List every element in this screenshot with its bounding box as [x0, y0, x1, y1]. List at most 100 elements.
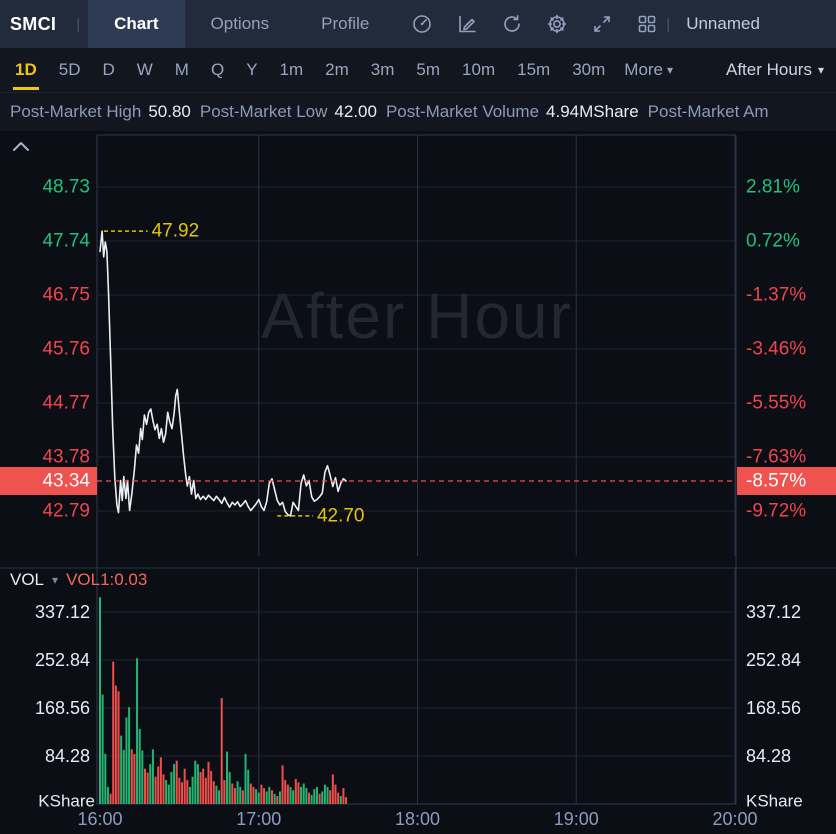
volume-bar [294, 778, 297, 804]
divider: | [666, 15, 671, 33]
refresh-icon[interactable] [501, 13, 523, 35]
volume-bar [128, 707, 131, 804]
timeframe-more[interactable]: More ▾ [616, 48, 681, 92]
settings-icon[interactable] [546, 13, 568, 35]
volume-axis-tick: 337.12 [35, 602, 90, 622]
volume-bar [342, 788, 345, 804]
current-percent-badge-label: -8.57% [746, 471, 806, 492]
collapse-pane-button[interactable] [10, 138, 32, 156]
volume-bar [207, 761, 210, 804]
volume-bar [321, 791, 324, 804]
volume-bar [228, 772, 231, 804]
volume-bar [186, 780, 189, 804]
timeframe-item-y[interactable]: Y [246, 60, 258, 79]
volume-bar [175, 760, 178, 804]
timeframe-item-30m[interactable]: 30m [572, 60, 606, 79]
volume-axis-tick: 252.84 [746, 650, 801, 670]
volume-bar [181, 782, 184, 804]
chevron-down-icon[interactable]: ▾ [52, 573, 59, 587]
timeframe-item-15m[interactable]: 15m [517, 60, 551, 79]
volume-bar [218, 790, 221, 804]
volume-bar [136, 658, 139, 804]
price-axis-tick: 47.74 [42, 231, 90, 252]
volume-bar [106, 786, 109, 804]
volume-bar [334, 784, 337, 804]
current-percent-badge [737, 467, 836, 495]
volume-bar [146, 772, 149, 804]
volume-axis-tick: 337.12 [746, 602, 801, 622]
time-axis-tick: 19:00 [554, 809, 599, 829]
volume-bar [109, 793, 112, 804]
vol-label[interactable]: VOL [10, 570, 45, 589]
more-label: More [624, 60, 664, 79]
volume-bar [112, 661, 115, 804]
volume-bar [162, 774, 165, 804]
volume-bar [252, 786, 255, 804]
volume-bar [188, 786, 191, 804]
volume-bar [191, 776, 194, 804]
volume-bar [215, 785, 218, 804]
chevron-down-icon: ▾ [817, 63, 824, 77]
time-axis-tick: 18:00 [395, 809, 440, 829]
volume-bar [239, 786, 242, 804]
time-axis-tick: 17:00 [236, 809, 281, 829]
volume-bar [249, 783, 252, 804]
volume-bar [141, 750, 144, 804]
volume-bar [226, 751, 228, 804]
price-axis-tick: 45.76 [42, 339, 90, 360]
divider: | [76, 15, 81, 33]
percent-axis-tick: 0.72% [746, 231, 800, 252]
timeframe-item-1m[interactable]: 1m [279, 60, 304, 79]
tab-options[interactable]: Options [185, 0, 296, 48]
gauge-icon[interactable] [411, 13, 433, 35]
price-line [99, 230, 347, 517]
volume-bar [204, 777, 207, 804]
tab-profile[interactable]: Profile [295, 0, 395, 48]
timeframe-item-1d[interactable]: 1D [4, 48, 48, 92]
timeframe-item-m[interactable]: M [174, 60, 189, 79]
volume-bar [273, 793, 276, 804]
tab-options-label: Options [210, 14, 270, 33]
volume-bar [318, 793, 321, 804]
percent-axis-tick: 2.81% [746, 177, 800, 198]
volume-bar [257, 792, 260, 804]
volume-bar [130, 749, 133, 804]
volume-bar [117, 691, 120, 804]
fullscreen-icon[interactable] [591, 13, 613, 35]
volume-bar [143, 768, 146, 804]
price-axis-tick: 44.77 [42, 393, 90, 414]
volume-bar [265, 791, 268, 804]
volume-bar [302, 783, 305, 804]
volume-bar [326, 786, 329, 804]
tab-chart-label: Chart [114, 14, 159, 33]
volume-bar [260, 784, 263, 804]
volume-bar [223, 780, 226, 804]
volume-bar [125, 717, 128, 804]
timeframe-item-5d[interactable]: 5D [58, 60, 81, 79]
session-selector[interactable]: After Hours ▾ [726, 60, 824, 80]
timeframe-item-w[interactable]: W [136, 60, 153, 79]
info-label: Post-Market High [10, 102, 142, 121]
volume-bar [276, 796, 279, 804]
timeframe-item-10m[interactable]: 10m [462, 60, 496, 79]
annotation-label: 47.92 [152, 221, 200, 242]
volume-bar [210, 770, 213, 804]
draw-icon[interactable] [456, 13, 478, 35]
volume-bar [308, 792, 311, 804]
volume-bar [154, 776, 157, 804]
percent-axis-tick: -7.63% [746, 447, 806, 468]
timeframe-item-q[interactable]: Q [210, 60, 225, 79]
timeframe-item-d[interactable]: D [102, 60, 115, 79]
volume-bar [138, 728, 141, 804]
workspace-name[interactable]: Unnamed [686, 14, 760, 33]
timeframe-item-2m[interactable]: 2m [325, 60, 349, 79]
timeframe-item-5m[interactable]: 5m [416, 60, 441, 79]
price-axis-tick: 42.79 [42, 501, 90, 522]
tab-chart[interactable]: Chart [88, 0, 185, 48]
layout-grid-icon[interactable] [636, 13, 658, 35]
timeframe-item-3m[interactable]: 3m [370, 60, 395, 79]
volume-bar [300, 786, 303, 804]
volume-bar [281, 765, 284, 804]
volume-bar [244, 753, 247, 804]
